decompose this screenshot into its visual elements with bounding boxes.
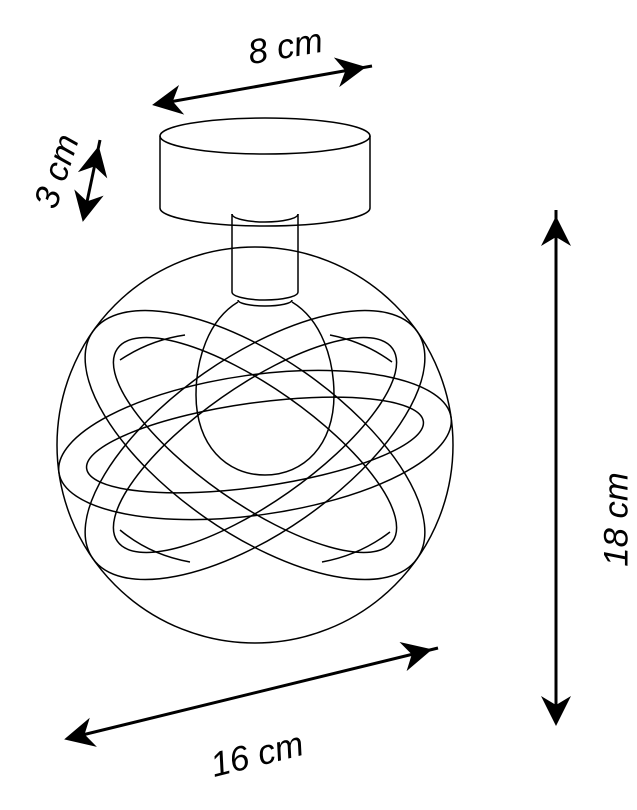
drawing-svg: [0, 0, 637, 810]
dim-arrow-top: [158, 66, 372, 104]
dim-label-right: 18 cm: [598, 472, 637, 566]
dim-arrow-bottom: [70, 648, 438, 738]
lamp-outline: [42, 118, 467, 643]
dimension-arrows: [70, 66, 556, 738]
dim-arrow-left: [84, 140, 100, 216]
dimension-drawing: 8 cm 3 cm 18 cm 16 cm: [0, 0, 637, 810]
